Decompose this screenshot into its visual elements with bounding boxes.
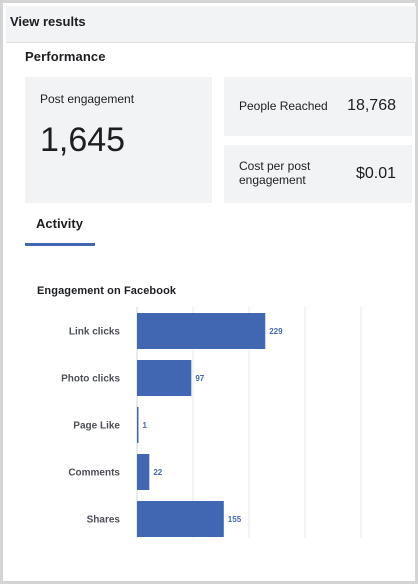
post-engagement-label: Post engagement [40, 92, 135, 106]
bar-shares [137, 501, 224, 537]
value-label: 22 [153, 468, 162, 477]
category-label: Shares [87, 515, 121, 526]
category-label: Page Like [73, 421, 120, 432]
bar-photo-clicks [137, 360, 192, 396]
tab-active-indicator [25, 243, 95, 246]
panel-title: View results [10, 14, 86, 29]
cost-per-engagement-value: $0.01 [355, 165, 396, 182]
chart-title: Engagement on Facebook [37, 285, 177, 297]
panel-header: View results [6, 6, 416, 43]
people-reached-value: 18,768 [347, 97, 396, 114]
category-label: Comments [68, 468, 120, 479]
post-engagement-card: Post engagement 1,645 [25, 77, 212, 203]
tab-activity[interactable]: Activity [25, 211, 95, 246]
cost-per-engagement-label: Cost per post engagement [239, 159, 311, 187]
cost-per-engagement-card: Cost per post engagement $0.01 [224, 145, 412, 203]
category-label: Photo clicks [61, 374, 120, 385]
bar-page-like [137, 407, 139, 443]
value-label: 1 [143, 421, 148, 430]
bar-link-clicks [137, 313, 266, 349]
people-reached-label: People Reached [239, 99, 328, 113]
tab-activity-label: Activity [36, 216, 83, 231]
value-label: 155 [228, 515, 242, 524]
performance-title: Performance [25, 49, 106, 64]
category-label: Link clicks [69, 327, 121, 338]
value-label: 97 [195, 374, 204, 383]
people-reached-card: People Reached 18,768 [224, 77, 412, 136]
value-label: 229 [269, 327, 283, 336]
post-engagement-value: 1,645 [40, 121, 126, 159]
bar-comments [137, 454, 150, 490]
